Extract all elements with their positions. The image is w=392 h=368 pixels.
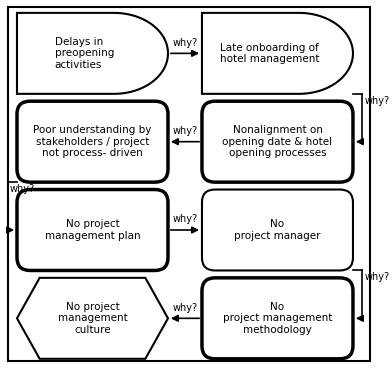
- Text: Delays in
preopening
activities: Delays in preopening activities: [55, 37, 114, 70]
- FancyBboxPatch shape: [202, 101, 353, 182]
- Text: why?: why?: [364, 272, 389, 282]
- Text: No project
management plan: No project management plan: [45, 219, 140, 241]
- Text: why?: why?: [9, 184, 34, 194]
- FancyBboxPatch shape: [202, 190, 353, 270]
- Text: why?: why?: [172, 215, 198, 224]
- Text: Poor understanding by
stakeholders / project
not process- driven: Poor understanding by stakeholders / pro…: [33, 125, 152, 158]
- Polygon shape: [17, 278, 168, 359]
- FancyBboxPatch shape: [202, 278, 353, 359]
- FancyBboxPatch shape: [7, 7, 370, 361]
- Text: Late onboarding of
hotel management: Late onboarding of hotel management: [220, 43, 319, 64]
- Text: No project
management
culture: No project management culture: [58, 302, 127, 335]
- PathPatch shape: [17, 13, 168, 94]
- Text: No
project manager: No project manager: [234, 219, 321, 241]
- Text: why?: why?: [172, 303, 198, 313]
- Text: why?: why?: [172, 126, 198, 136]
- FancyBboxPatch shape: [17, 101, 168, 182]
- PathPatch shape: [202, 13, 353, 94]
- Text: Nonalignment on
opening date & hotel
opening processes: Nonalignment on opening date & hotel ope…: [222, 125, 332, 158]
- Text: why?: why?: [364, 96, 389, 106]
- FancyBboxPatch shape: [17, 190, 168, 270]
- Text: No
project management
methodology: No project management methodology: [223, 302, 332, 335]
- Text: why?: why?: [172, 38, 198, 48]
